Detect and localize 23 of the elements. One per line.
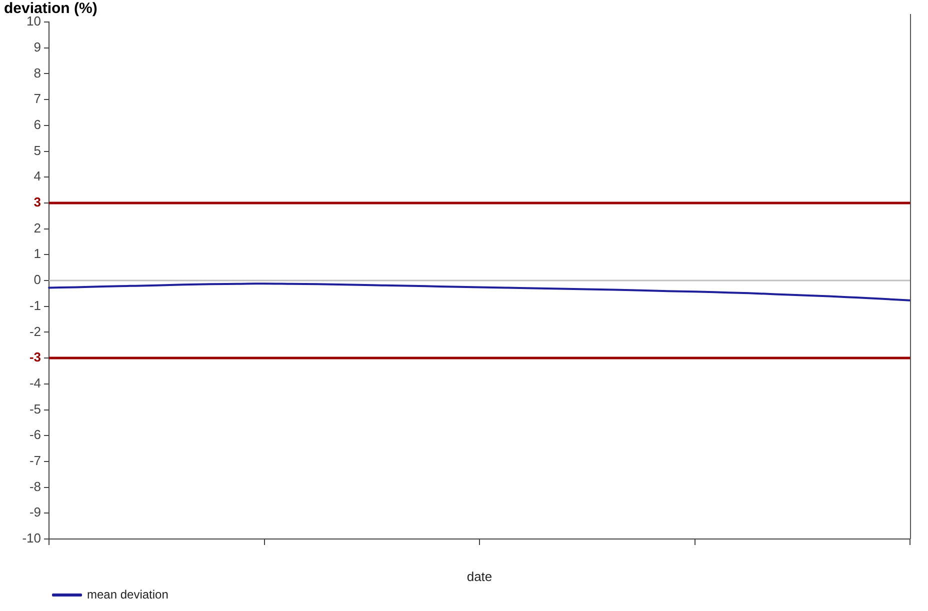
ref-line-label: 3 bbox=[34, 194, 41, 210]
line-series bbox=[48, 282, 911, 302]
legend-label: mean deviation bbox=[87, 587, 168, 602]
y-tick-label: -10 bbox=[22, 530, 41, 546]
x-axis-title: date bbox=[466, 568, 492, 584]
y-tick-label: 8 bbox=[34, 65, 41, 80]
y-tick-label: -6 bbox=[29, 427, 41, 442]
y-tick-label: -4 bbox=[29, 375, 41, 390]
y-tick-label: 5 bbox=[34, 142, 41, 158]
y-tick-label: -2 bbox=[29, 324, 41, 339]
y-tick-label: 0 bbox=[34, 272, 41, 288]
y-tick-label: 9 bbox=[34, 39, 41, 54]
y-tick-label: 2 bbox=[34, 220, 41, 236]
y-tick-label: 4 bbox=[34, 168, 41, 184]
y-tick-label: -8 bbox=[29, 478, 41, 494]
y-tick-label: -7 bbox=[29, 453, 41, 468]
y-tick-label: 1 bbox=[34, 246, 41, 262]
y-tick-label: 6 bbox=[34, 116, 41, 132]
ref-line-label: -3 bbox=[29, 350, 41, 365]
y-tick-label: -1 bbox=[29, 298, 41, 313]
y-tick-label: -9 bbox=[29, 504, 41, 520]
y-tick-label: -5 bbox=[29, 401, 41, 416]
y-tick-label: 7 bbox=[34, 91, 41, 106]
